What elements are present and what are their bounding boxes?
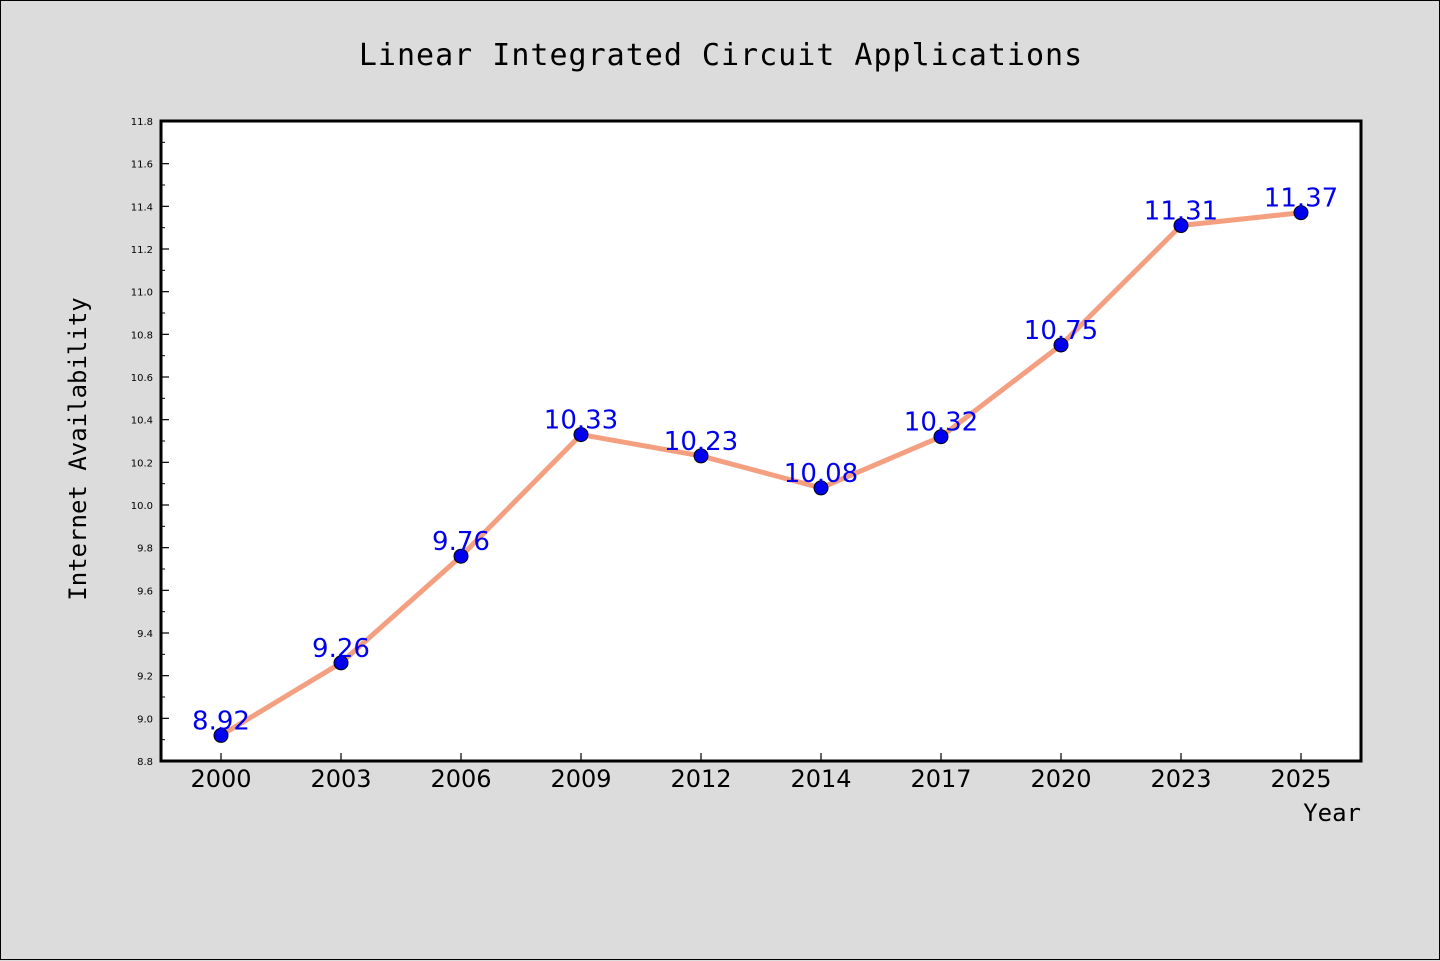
x-tick-label: 2003 xyxy=(310,765,371,793)
data-point xyxy=(333,655,349,671)
y-tick-label: 9.8 xyxy=(137,544,153,555)
y-axis: 8.8 9.0 9.2 9.4 9.6 9.8 10.0 10.2 10.4 10.6 10.8 11… xyxy=(131,117,169,768)
y-tick-label: 10.2 xyxy=(131,458,153,469)
data-point xyxy=(453,548,469,564)
y-axis-title: Internet Availability xyxy=(64,297,92,600)
data-label: 10.33 xyxy=(544,406,618,436)
data-point xyxy=(213,727,229,743)
y-tick-label: 10.0 xyxy=(131,501,153,512)
data-point xyxy=(573,427,589,443)
data-label: 9.76 xyxy=(432,527,490,557)
plot-area xyxy=(159,119,1363,763)
y-tick-label: 11.4 xyxy=(131,202,153,213)
x-tick-label: 2014 xyxy=(790,765,851,793)
y-tick-label: 11.6 xyxy=(131,160,153,171)
data-label: 10.32 xyxy=(904,408,978,438)
y-tick-label: 9.6 xyxy=(137,586,153,597)
y-tick-label: 10.6 xyxy=(131,373,153,384)
x-tick-label: 2020 xyxy=(1030,765,1091,793)
data-point xyxy=(693,448,709,464)
x-tick-label: 2023 xyxy=(1150,765,1211,793)
x-tick-label: 2009 xyxy=(550,765,611,793)
data-label: 10.23 xyxy=(664,427,738,457)
data-label: 10.75 xyxy=(1024,316,1098,346)
data-markers xyxy=(213,205,1309,743)
series-line xyxy=(218,210,1304,738)
y-tick-label: 10.8 xyxy=(131,330,153,341)
data-label: 11.37 xyxy=(1264,184,1338,214)
data-labels: 8.92 9.26 9.76 10.33 10.23 10.08 10.32 10.75 11.… xyxy=(192,184,1338,737)
y-tick-label: 9.4 xyxy=(137,629,153,640)
x-tick-label: 2017 xyxy=(910,765,971,793)
data-point xyxy=(933,429,949,445)
y-tick-label: 11.0 xyxy=(131,288,153,299)
x-axis-title: Year xyxy=(1303,799,1361,827)
y-tick-label: 9.0 xyxy=(137,714,153,725)
data-label: 8.92 xyxy=(192,706,250,736)
data-point xyxy=(813,480,829,496)
y-tick-label: 8.8 xyxy=(137,757,153,768)
x-tick-label: 2006 xyxy=(430,765,491,793)
data-label: 11.31 xyxy=(1144,197,1218,227)
y-tick-label: 9.2 xyxy=(137,672,153,683)
x-tick-label: 2012 xyxy=(670,765,731,793)
x-tick-label: 2025 xyxy=(1270,765,1331,793)
y-tick-label: 11.8 xyxy=(131,117,153,128)
y-tick-label: 10.4 xyxy=(131,416,153,427)
data-label: 9.26 xyxy=(312,634,370,664)
data-label: 10.08 xyxy=(784,459,858,489)
data-point xyxy=(1293,205,1309,221)
y-tick-label: 11.2 xyxy=(131,245,153,256)
x-tick-label: 2000 xyxy=(190,765,251,793)
x-axis: 2000 2003 2006 2009 2012 2014 2017 2020 2023 2025 xyxy=(190,753,1332,793)
data-point xyxy=(1173,218,1189,234)
chart-title: Linear Integrated Circuit Applications xyxy=(359,38,1083,73)
data-point xyxy=(1053,337,1069,353)
